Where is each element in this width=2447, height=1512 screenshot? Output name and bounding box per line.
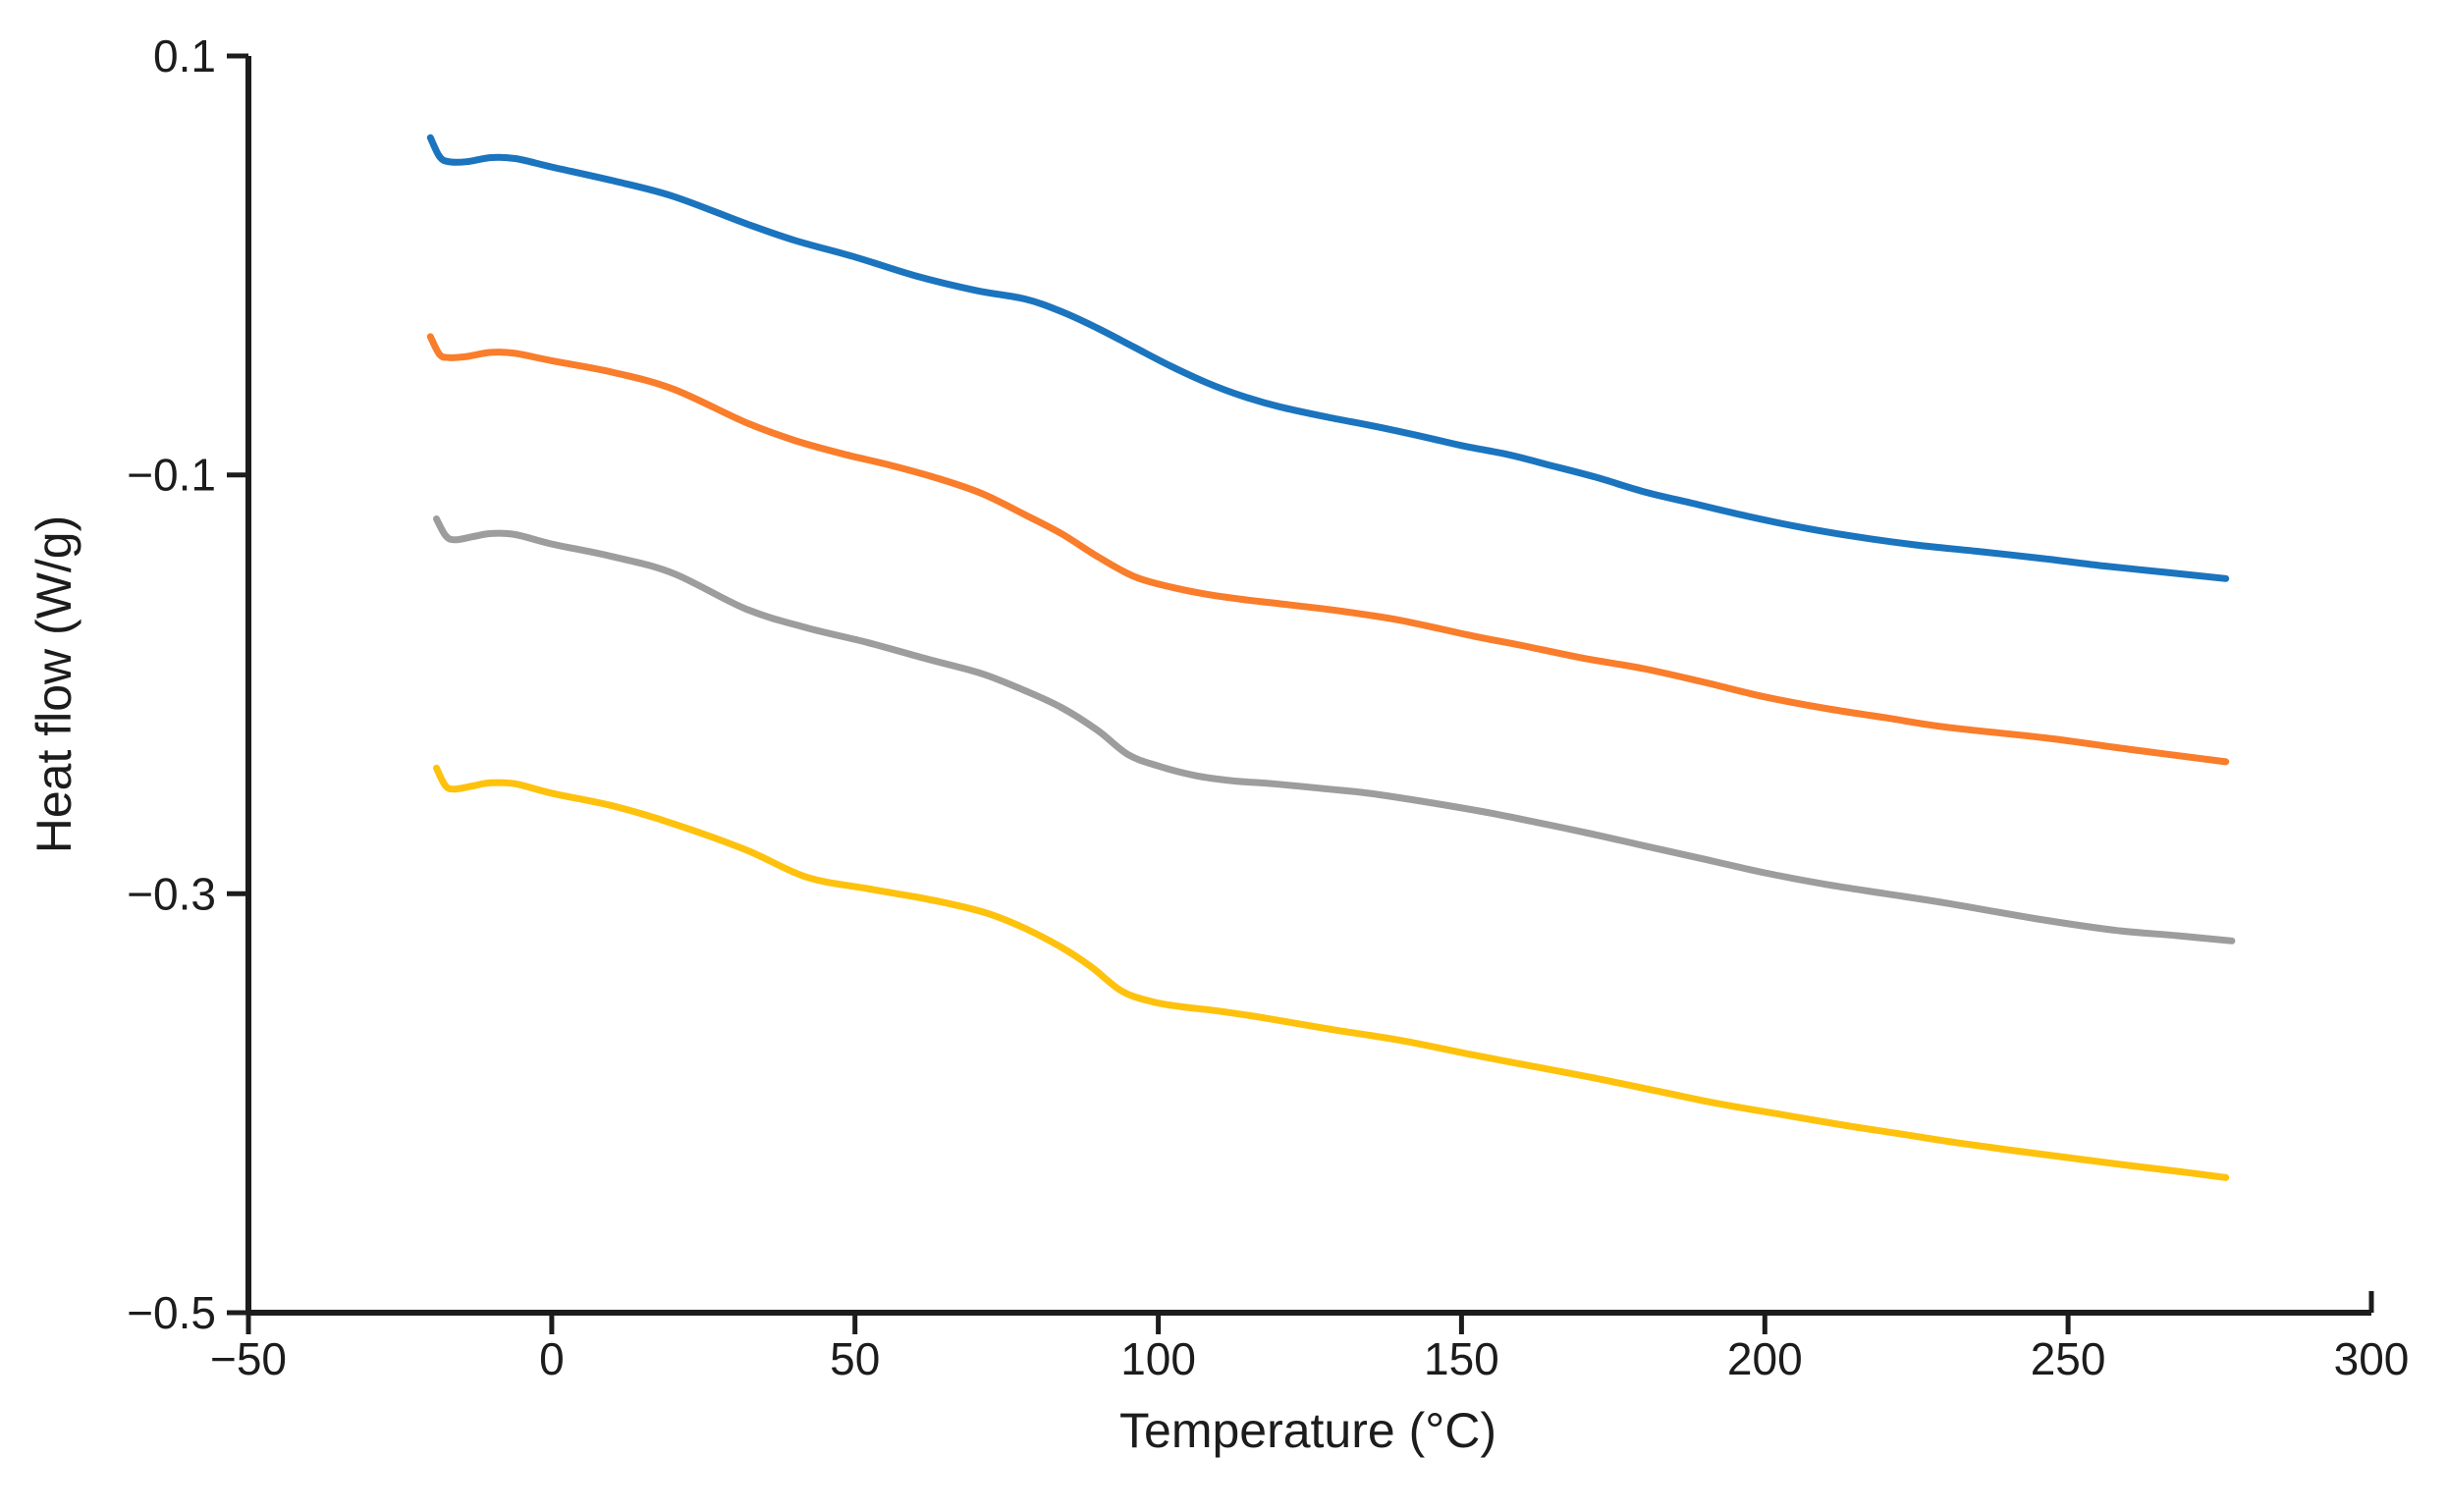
x-tick-label: 250 — [2031, 1333, 2106, 1384]
x-tick-label: 150 — [1424, 1333, 1499, 1384]
x-tick-label: 300 — [2334, 1333, 2410, 1384]
x-tick-label: 100 — [1120, 1333, 1196, 1384]
x-tick-label: 200 — [1727, 1333, 1803, 1384]
y-tick-label: −0.5 — [127, 1287, 216, 1338]
series-curve-3-gray — [433, 515, 2236, 945]
y-axis-title: Heat flow (W/g) — [27, 514, 82, 854]
series-curve-2-orange — [426, 333, 2230, 766]
x-tick-label: −50 — [210, 1333, 287, 1384]
y-tick-label: 0.1 — [153, 30, 216, 81]
y-tick-label: −0.1 — [127, 450, 216, 501]
y-tick-label: −0.3 — [127, 868, 216, 919]
x-tick-label: 0 — [539, 1333, 565, 1384]
series-curve-4-yellow — [433, 764, 2230, 1181]
x-axis-title: Temperature (°C) — [1119, 1403, 1496, 1458]
x-tick-label: 50 — [830, 1333, 880, 1384]
series-curve-1-blue — [426, 134, 2230, 582]
